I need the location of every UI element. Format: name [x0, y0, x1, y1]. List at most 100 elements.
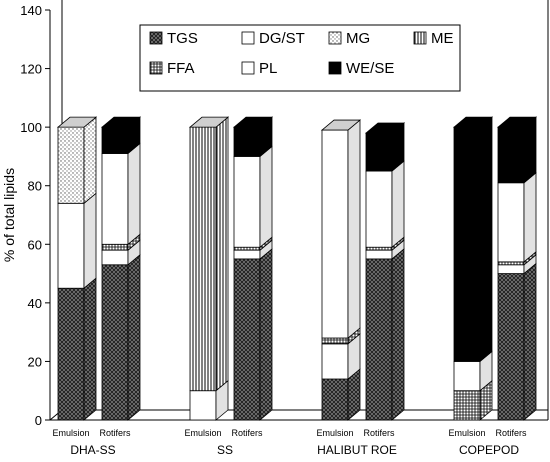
legend-item: DG/ST: [241, 30, 305, 47]
bar-segment-pl: [497, 171, 537, 263]
bar-segment-ffa: [453, 379, 493, 421]
bar-front-face: [101, 126, 129, 154]
legend-item: ME: [413, 30, 454, 47]
legend-item: TGS: [149, 30, 198, 47]
y-tick-label: 40: [28, 296, 42, 311]
group-label: SS: [217, 443, 233, 457]
bar-front-face: [189, 390, 217, 421]
bar-top-face: [100, 116, 142, 128]
bar-segment-tgs: [365, 248, 405, 421]
bar-segment-we-se: [101, 116, 141, 155]
legend-swatch: [328, 31, 342, 45]
bar-front-face: [233, 249, 261, 260]
bar-side-face: [127, 253, 141, 421]
legend-swatch: [149, 61, 163, 75]
bar-front-face: [453, 126, 481, 362]
bar-side-face: [83, 277, 97, 421]
bar-front-face: [321, 129, 349, 339]
bar-segment-me: [189, 116, 229, 392]
bar-segment-tgs: [101, 253, 141, 421]
bar-front-face: [101, 153, 129, 245]
bar-front-face: [365, 249, 393, 260]
bar-side-face: [83, 116, 97, 205]
legend-swatch: [241, 61, 255, 75]
bar-segment-pl: [101, 142, 141, 246]
bar-front-face: [497, 182, 525, 263]
legend-label: DG/ST: [259, 30, 305, 47]
bar-top-face: [496, 116, 538, 128]
bar-front-face: [57, 126, 85, 204]
bar-top-face: [320, 119, 362, 131]
bar-front-face: [233, 126, 261, 157]
bar-side-face: [391, 248, 405, 421]
bar-stack: [100, 116, 142, 421]
legend-label: WE/SE: [346, 60, 394, 77]
bar-segment-we-se: [497, 116, 537, 184]
bar-segment-pl: [321, 119, 361, 339]
legend-swatch: [241, 31, 255, 45]
bar-segment-pl: [365, 160, 405, 249]
legend-swatch: [413, 31, 427, 45]
bar-side-face: [259, 248, 273, 421]
y-tick-label: 140: [20, 3, 42, 18]
legend-item: MG: [328, 30, 370, 47]
y-tick-label: 120: [20, 62, 42, 77]
legend-label: TGS: [167, 30, 198, 47]
bar-front-face: [57, 202, 85, 289]
x-axis-labels: Emulsion Rotifers Emulsion Rotifers Emulsion…: [52, 428, 527, 457]
bar-front-face: [321, 343, 349, 380]
group-label: DHA-SS: [70, 443, 115, 457]
bar-front-face: [101, 249, 129, 266]
bar-label: Rotifers: [99, 428, 131, 438]
bar-segment-pl: [233, 145, 273, 249]
y-axis-title: % of total lipids: [1, 168, 17, 262]
bars: [56, 116, 538, 421]
bar-top-face: [56, 116, 98, 128]
bar-top-face: [364, 122, 406, 134]
y-tick-label: 60: [28, 237, 42, 252]
legend-swatch: [149, 31, 163, 45]
bar-front-face: [101, 243, 129, 251]
bar-stack: [320, 119, 362, 421]
group-label: COPEPOD: [459, 443, 519, 457]
bar-front-face: [497, 126, 525, 184]
legend-label: FFA: [167, 60, 195, 77]
bar-label: Emulsion: [52, 428, 89, 438]
bar-segment-tgs: [57, 277, 97, 421]
y-tick-label: 100: [20, 120, 42, 135]
bar-segment-tgs: [233, 248, 273, 421]
bar-label: Rotifers: [363, 428, 395, 438]
bar-label: Emulsion: [448, 428, 485, 438]
bar-stack: [496, 116, 538, 421]
legend-item: PL: [241, 60, 277, 77]
bar-label: Emulsion: [184, 428, 221, 438]
bar-front-face: [321, 337, 349, 345]
bar-segment-pl: [453, 350, 493, 392]
legend-item: FFA: [149, 60, 195, 77]
bar-segment-tgs: [321, 368, 361, 421]
bar-front-face: [189, 126, 217, 392]
legend-box: [139, 24, 461, 92]
bar-front-face: [453, 390, 481, 421]
bar-front-face: [497, 273, 525, 421]
bar-side-face: [215, 116, 229, 392]
bar-side-face: [347, 119, 361, 339]
bar-stack: [364, 122, 406, 421]
bar-front-face: [57, 287, 85, 421]
bar-front-face: [453, 361, 481, 392]
bar-label: Emulsion: [316, 428, 353, 438]
bar-front-face: [497, 261, 525, 266]
legend: TGS DG/ST MG ME FFA PL WE/SE: [139, 24, 461, 92]
bar-front-face: [233, 258, 261, 421]
bar-front-face: [233, 156, 261, 248]
legend-label: PL: [259, 60, 277, 77]
bar-stack: [56, 116, 98, 421]
bar-front-face: [233, 246, 261, 251]
bar-stack: [452, 116, 494, 421]
bar-top-face: [188, 116, 230, 128]
bar-side-face: [83, 192, 97, 290]
y-tick-label: 80: [28, 179, 42, 194]
group-label: HALIBUT ROE: [317, 443, 397, 457]
bar-front-face: [497, 264, 525, 274]
bar-side-face: [391, 160, 405, 249]
